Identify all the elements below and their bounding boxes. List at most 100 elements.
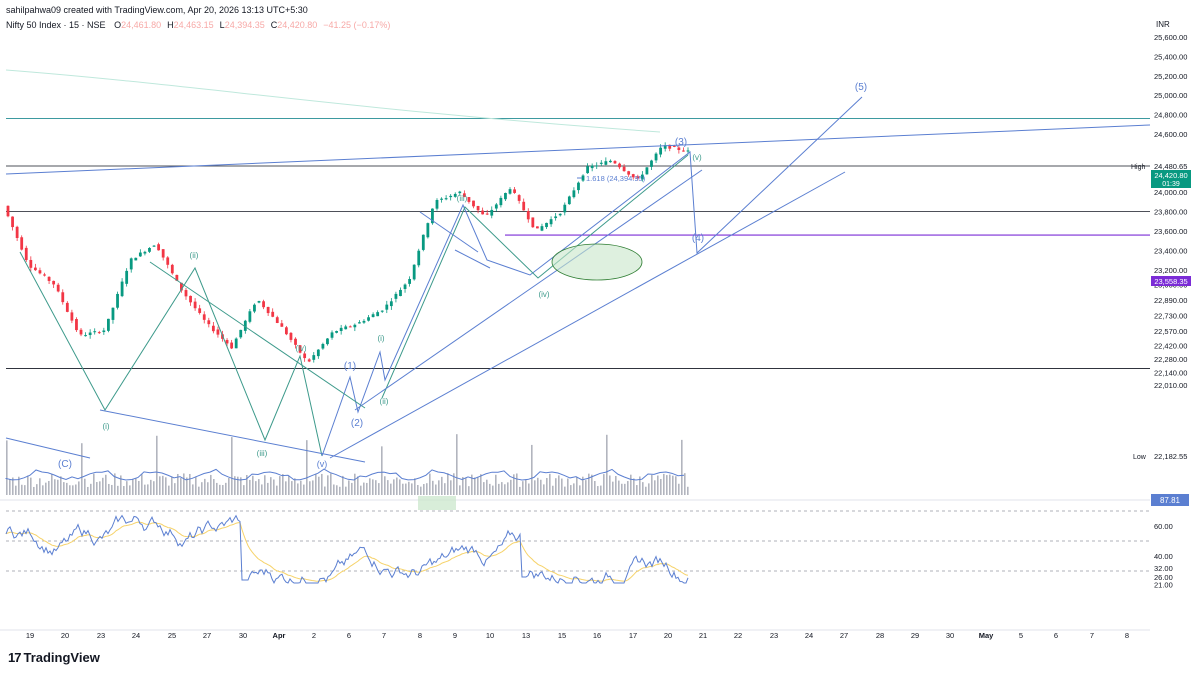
candle-body [403,284,407,290]
volume-bar [648,483,650,495]
candle-body [24,247,28,261]
volume-bar [357,476,359,495]
channel-line [5,437,91,459]
candle-body [248,311,252,322]
volume-bar [300,480,302,495]
volume-bar [363,482,365,495]
volume-bar [123,486,125,495]
candle-body [303,353,307,359]
time-tick-label: 6 [1054,631,1058,640]
volume-bar [339,486,341,495]
volume-bar [261,484,263,495]
legend-row: Nifty 50 Index · 15 · NSE O24,461.80 H24,… [6,20,390,30]
time-tick-label: 15 [558,631,566,640]
tradingview-logo: 17 TradingView [8,650,100,665]
volume-bar [45,482,47,495]
volume-bar [549,473,551,495]
candle-body [581,175,585,181]
volume-bar [351,482,353,495]
volume-bar [411,483,413,495]
volume-bar [600,485,602,495]
candles-group [6,142,690,363]
support-price-badge [1151,276,1191,286]
price-tick-label: 25,200.00 [1154,72,1187,81]
candle-body [595,165,599,167]
volume-bar [162,475,164,495]
minor-wave-path [19,251,323,457]
candle-body [508,189,512,194]
candle-body [275,317,279,323]
wave-label: (i) [377,334,384,343]
volume-bar [318,476,320,495]
candle-body [554,216,558,219]
volume-bar [384,476,386,495]
volume-bar [432,480,434,495]
volume-bar [456,434,458,495]
candle-body [613,161,617,164]
volume-bar [429,473,431,495]
volume-bar [9,479,11,495]
candle-body [362,320,366,323]
volume-bar [54,479,56,495]
ohlc-key-3: C [270,20,278,30]
candle-body [15,226,19,238]
wave-label: (ii) [190,251,199,260]
candle-body [572,190,576,198]
volume-bar [660,478,662,495]
candle-body [481,210,485,215]
channel-line [149,261,366,409]
high-tag-label: High [1131,164,1146,171]
candle-body [170,264,174,274]
volume-bar [171,476,173,495]
volume-bar [57,479,59,495]
volume-bar [525,479,527,495]
volume-bar [537,477,539,495]
candle-body [476,205,480,211]
volume-bar [531,444,533,495]
time-tick-label: 28 [876,631,884,640]
impulse-wave-path [381,154,689,399]
time-tick-label: 29 [911,631,919,640]
wave-label: (iii) [457,194,468,203]
price-tick-label: 25,600.00 [1154,33,1187,42]
major-wave-path [321,96,863,457]
volume-bar [99,481,101,495]
rsi-value-label: 87.81 [1160,496,1181,505]
candle-body [166,257,170,265]
volume-bar [291,481,293,495]
volume-bar [66,482,68,495]
volume-bar [393,479,395,495]
volume-bar [213,479,215,495]
volume-bar [453,473,455,495]
wave-label: (iv) [295,344,306,353]
wave-label: (5) [855,82,867,93]
candle-body [339,327,343,332]
candle-body [184,290,188,297]
volume-bar [516,473,518,495]
time-tick-label: 27 [840,631,848,640]
candle-body [618,163,621,168]
candle-body [180,282,183,291]
countdown-label: 01:39 [1162,181,1180,188]
volume-bar [510,479,512,495]
volume-bar [372,479,374,495]
time-tick-label: 2 [312,631,316,640]
candle-body [157,244,161,251]
candle-body [358,322,361,324]
price-tick-label: 22,140.00 [1154,369,1187,378]
volume-bar [60,476,62,495]
candle-body [631,174,635,178]
candle-body [504,192,507,200]
candle-body [517,195,521,201]
candle-body [408,278,412,284]
candle-body [394,293,398,299]
volume-bar [369,478,371,495]
candle-body [435,200,439,209]
price-tick-label: 23,200.00 [1154,266,1187,275]
candle-body [590,165,594,169]
candle-body [111,307,115,320]
volume-bar [474,477,476,495]
volume-bar [6,440,8,495]
volume-bar [189,473,191,495]
